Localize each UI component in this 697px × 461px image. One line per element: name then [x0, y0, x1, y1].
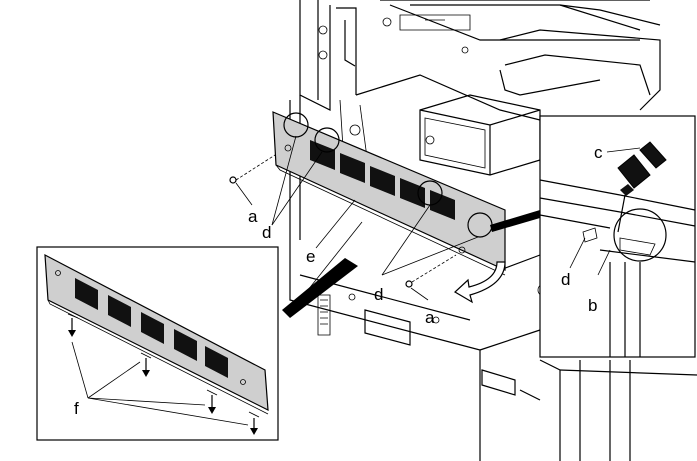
screw-icon	[229, 154, 276, 184]
rotate-arrow-icon	[453, 261, 506, 304]
label-f: f	[74, 399, 79, 418]
down-arrow-icon	[68, 318, 258, 435]
label-d-inset: d	[561, 270, 570, 289]
inset-detail-right: c d b	[539, 115, 696, 358]
inset-vents	[75, 278, 228, 378]
panel-vents	[310, 140, 455, 220]
label-d-left: d	[262, 223, 271, 242]
label-d-right: d	[374, 285, 383, 304]
callout-wedge-right	[490, 210, 540, 232]
label-e: e	[306, 247, 315, 266]
leader-lines	[235, 135, 479, 301]
callout-wedge-left	[282, 258, 358, 318]
tab-circle-2	[314, 127, 340, 153]
label-a-right: a	[425, 308, 435, 327]
inset-detail-left: f	[36, 246, 279, 441]
screwdriver-icon	[617, 141, 667, 233]
label-b: b	[588, 296, 597, 315]
label-c: c	[594, 143, 603, 162]
label-a-left: a	[248, 207, 258, 226]
inset-highlight-circle	[613, 208, 667, 262]
screw-icon	[405, 254, 457, 288]
